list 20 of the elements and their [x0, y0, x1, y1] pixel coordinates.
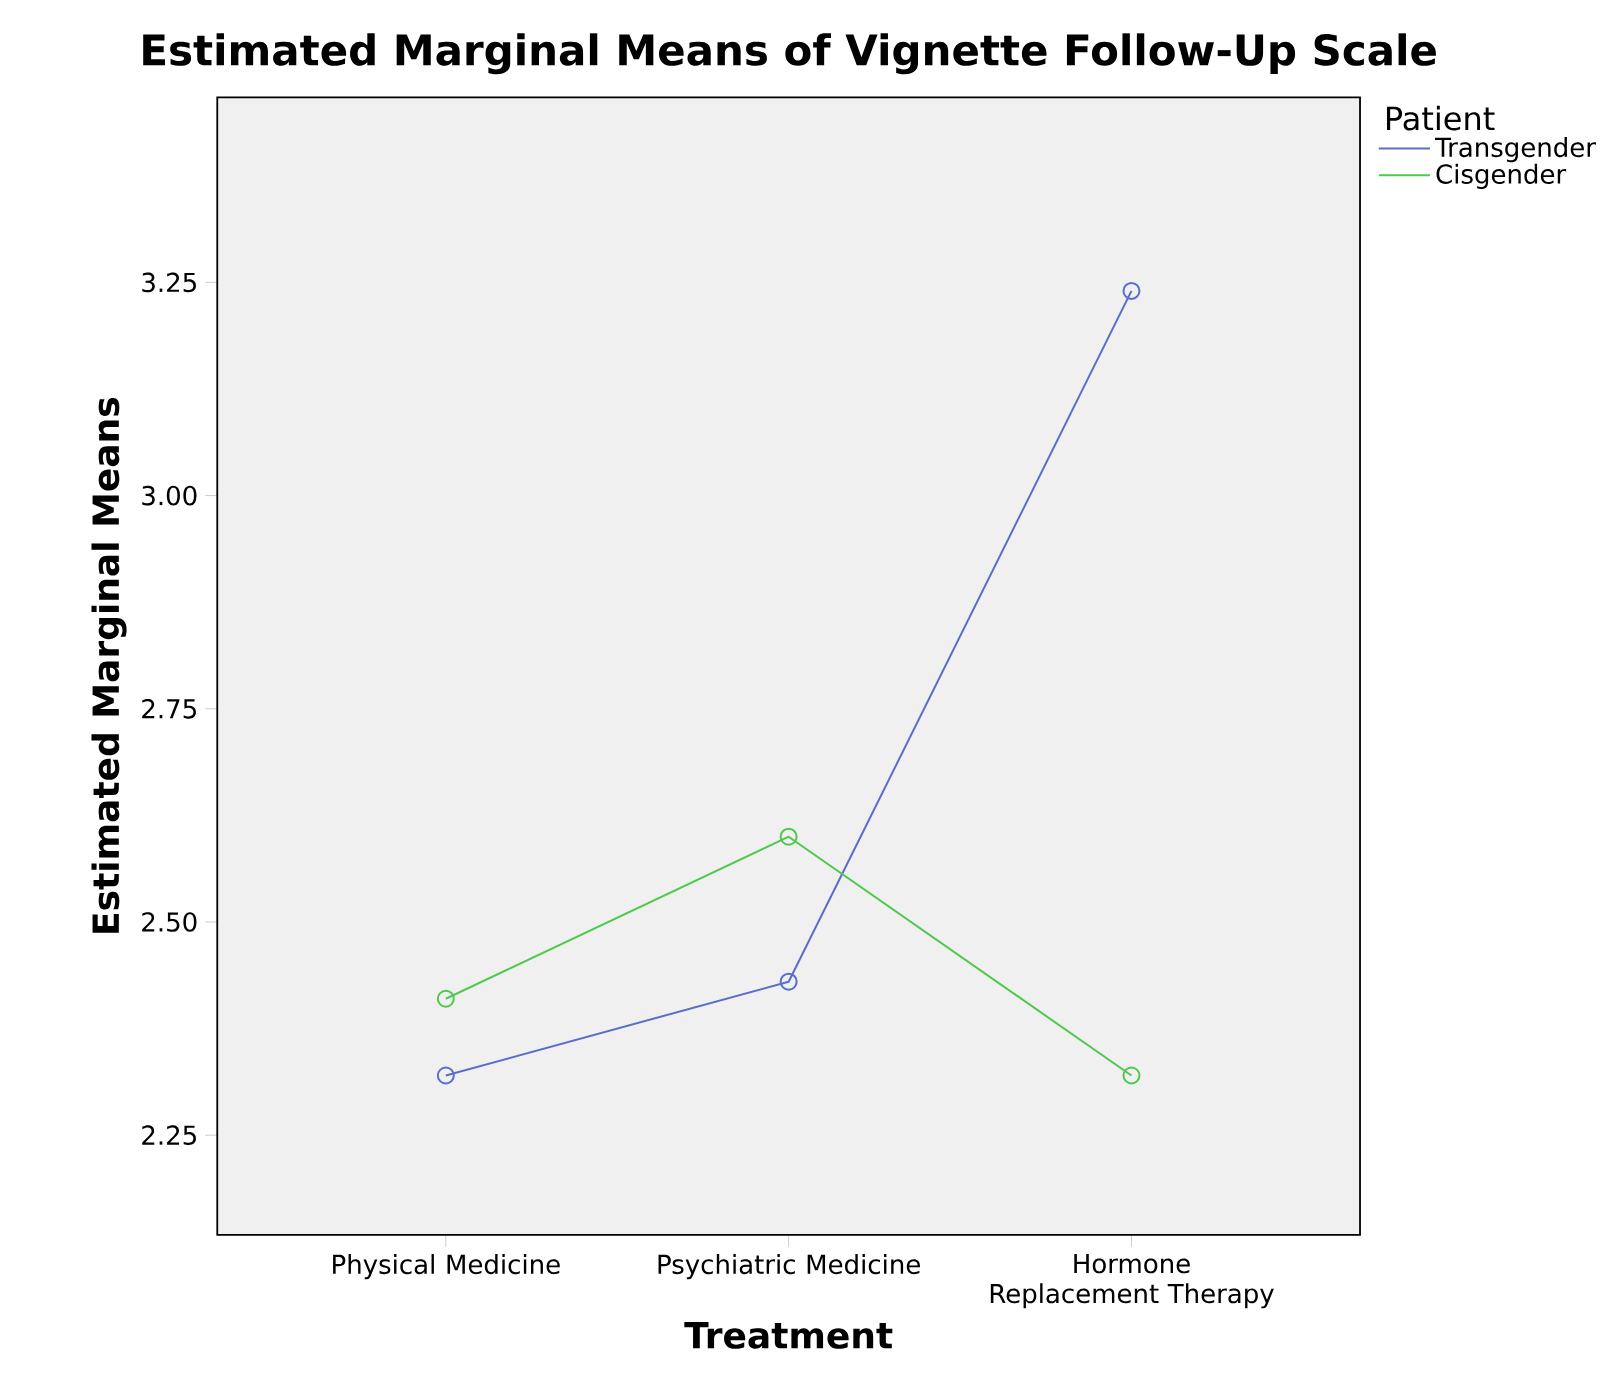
y-tick-label: 2.50	[142, 912, 197, 933]
legend-title: Patient	[1386, 105, 1495, 131]
y-tick-label: 3.00	[142, 485, 197, 506]
y-axis-title: Estimated Marginal Means	[91, 398, 127, 933]
point	[1122, 282, 1141, 301]
y-tick-label: 2.25	[142, 1125, 196, 1146]
x-tick-label: Hormone Replacement Therapy	[990, 1254, 1274, 1309]
x-axis-title: Treatment	[684, 1322, 893, 1350]
y-tick-label: 3.25	[142, 272, 196, 293]
point	[779, 827, 798, 846]
point	[1122, 1066, 1141, 1085]
chart-title: Estimated Marginal Means of Vignette Follow-Up Scale	[143, 33, 1436, 75]
x-tick-label: Psychiatric Medicine	[658, 1254, 920, 1280]
legend-label: Cisgender	[1436, 163, 1567, 190]
y-tick-label: 2.75	[142, 699, 196, 719]
point	[779, 972, 798, 991]
point	[436, 989, 455, 1008]
legend-label: Transgender	[1434, 137, 1596, 163]
point	[436, 1066, 455, 1085]
x-tick-label: Physical Medicine	[333, 1254, 560, 1280]
